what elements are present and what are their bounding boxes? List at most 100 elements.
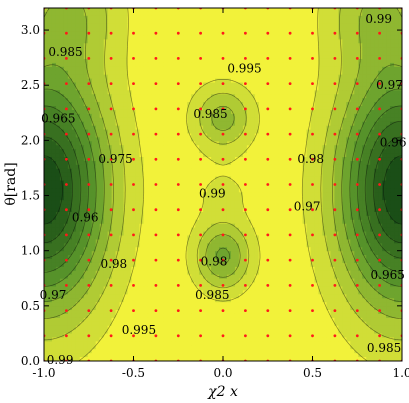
contour-cell <box>223 62 228 68</box>
contour-cell <box>163 102 168 107</box>
contour-cell <box>179 47 184 52</box>
contour-cell <box>286 66 292 72</box>
contour-cell <box>103 200 109 205</box>
contour-cell <box>167 70 172 76</box>
contour-cell <box>67 160 73 166</box>
contour-cell <box>350 192 355 197</box>
contour-cell <box>135 51 141 56</box>
contour-cell <box>378 39 383 44</box>
contour-cell <box>398 43 402 48</box>
contour-cell <box>203 15 208 21</box>
contour-cell <box>330 39 335 44</box>
contour-cell <box>95 153 101 158</box>
contour-cell <box>310 86 316 91</box>
contour-cell <box>338 94 343 99</box>
contour-cell <box>139 200 145 205</box>
contour-cell <box>374 192 379 197</box>
contour-cell <box>71 137 77 142</box>
contour-cell <box>143 78 149 84</box>
contour-cell <box>366 164 371 170</box>
contour-cell <box>366 125 371 131</box>
contour-cell <box>123 109 129 115</box>
contour-cell <box>318 160 324 166</box>
contour-cell <box>274 90 280 95</box>
contour-cell <box>250 86 256 91</box>
contour-cell <box>127 125 133 131</box>
contour-cell <box>167 51 172 56</box>
contour-cell <box>278 129 284 135</box>
contour-cell <box>143 98 149 103</box>
contour-cell <box>183 90 188 95</box>
contour-cell <box>107 180 113 186</box>
contour-cell <box>91 129 97 135</box>
contour-cell <box>51 129 57 135</box>
contour-cell <box>175 176 180 182</box>
contour-cell <box>119 15 125 21</box>
contour-cell <box>382 47 387 52</box>
contour-cell <box>394 39 399 44</box>
contour-cell <box>346 70 351 76</box>
contour-cell <box>314 219 320 225</box>
contour-cell <box>338 121 343 127</box>
contour-cell <box>195 160 200 166</box>
contour-cell <box>115 129 121 135</box>
contour-cell <box>99 129 105 135</box>
contour-cell <box>398 137 402 142</box>
contour-cell <box>151 11 156 17</box>
contour-cell <box>290 153 296 158</box>
contour-cell <box>127 78 133 84</box>
contour-cell <box>155 70 160 76</box>
contour-cell <box>83 157 89 162</box>
contour-cell <box>99 149 105 154</box>
contour-cell <box>171 153 176 158</box>
contour-cell <box>262 219 268 225</box>
contour-cell <box>282 82 288 88</box>
contour-cell <box>207 98 212 103</box>
contour-cell <box>151 121 156 127</box>
contour-cell <box>358 219 363 225</box>
contour-cell <box>203 121 208 127</box>
contour-cell <box>147 113 152 119</box>
contour-cell <box>187 208 192 213</box>
contour-cell <box>195 15 200 21</box>
contour-cell <box>250 31 256 37</box>
contour-cell <box>394 200 399 205</box>
contour-cell <box>155 19 160 25</box>
contour-cell <box>183 102 188 107</box>
contour-cell <box>143 47 149 52</box>
contour-cell <box>151 176 156 182</box>
contour-cell <box>378 164 383 170</box>
contour-cell <box>330 43 335 48</box>
contour-cell <box>167 106 172 111</box>
contour-cell <box>71 66 77 72</box>
contour-cell <box>127 172 133 178</box>
contour-cell <box>51 121 57 127</box>
contour-cell <box>91 137 97 142</box>
contour-cell <box>278 200 284 205</box>
contour-cell <box>326 145 331 150</box>
contour-cell <box>103 51 109 56</box>
contour-cell <box>59 192 65 197</box>
contour-cell <box>179 133 184 139</box>
contour-cell <box>350 35 355 40</box>
contour-cell <box>99 109 105 115</box>
contour-cell <box>195 62 200 68</box>
contour-cell <box>63 23 69 29</box>
contour-cell <box>306 164 312 170</box>
contour-cell <box>147 223 152 229</box>
contour-cell <box>386 11 391 17</box>
contour-cell <box>219 168 224 174</box>
contour-cell <box>99 125 105 131</box>
contour-cell <box>234 39 240 44</box>
contour-cell <box>91 43 97 48</box>
contour-cell <box>230 31 236 37</box>
contour-cell <box>219 62 224 68</box>
contour-cell <box>191 106 196 111</box>
contour-cell <box>87 153 93 158</box>
contour-cell <box>270 137 276 142</box>
contour-cell <box>290 157 296 162</box>
contour-cell <box>95 62 101 68</box>
contour-cell <box>286 82 292 88</box>
contour-cell <box>306 172 312 178</box>
contour-cell <box>55 90 61 95</box>
